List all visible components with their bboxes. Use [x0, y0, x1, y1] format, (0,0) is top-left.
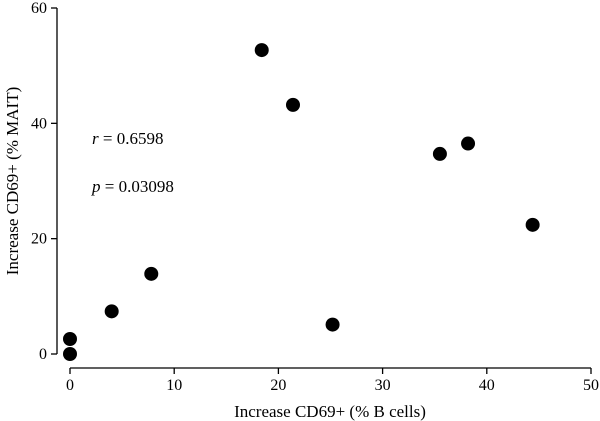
p-value: = 0.03098 — [101, 177, 174, 196]
y-tick-label: 20 — [31, 231, 47, 248]
data-point — [144, 266, 159, 281]
x-axis-title: Increase CD69+ (% B cells) — [234, 402, 426, 421]
x-tick-label: 20 — [270, 377, 286, 394]
x-tick-label: 30 — [375, 377, 391, 394]
data-point — [63, 347, 77, 361]
y-tick-label: 40 — [31, 115, 47, 132]
y-tick-label: 0 — [39, 346, 47, 363]
r-value: = 0.6598 — [99, 129, 164, 148]
y-tick-label: 60 — [31, 0, 47, 17]
data-point — [285, 97, 300, 112]
y-axis-title: Increase CD69+ (% MAIT) — [3, 87, 22, 276]
correlation-annotation: r = 0.6598 — [92, 129, 163, 148]
x-tick-label: 40 — [479, 377, 495, 394]
p-symbol: p — [91, 177, 101, 196]
r-symbol: r — [92, 129, 99, 148]
p-value-annotation: p = 0.03098 — [91, 177, 174, 196]
axes: 0 20 40 60 0 10 20 30 40 50 — [31, 0, 599, 394]
data-point — [104, 304, 119, 319]
data-point — [525, 217, 540, 232]
data-point — [63, 332, 77, 347]
x-tick-label: 10 — [166, 377, 182, 394]
x-tick-label: 50 — [583, 377, 599, 394]
data-point — [325, 317, 340, 332]
x-tick-label: 0 — [66, 377, 74, 394]
data-point — [432, 146, 447, 161]
data-point — [461, 136, 476, 151]
data-points — [63, 43, 540, 361]
data-point — [254, 43, 269, 58]
